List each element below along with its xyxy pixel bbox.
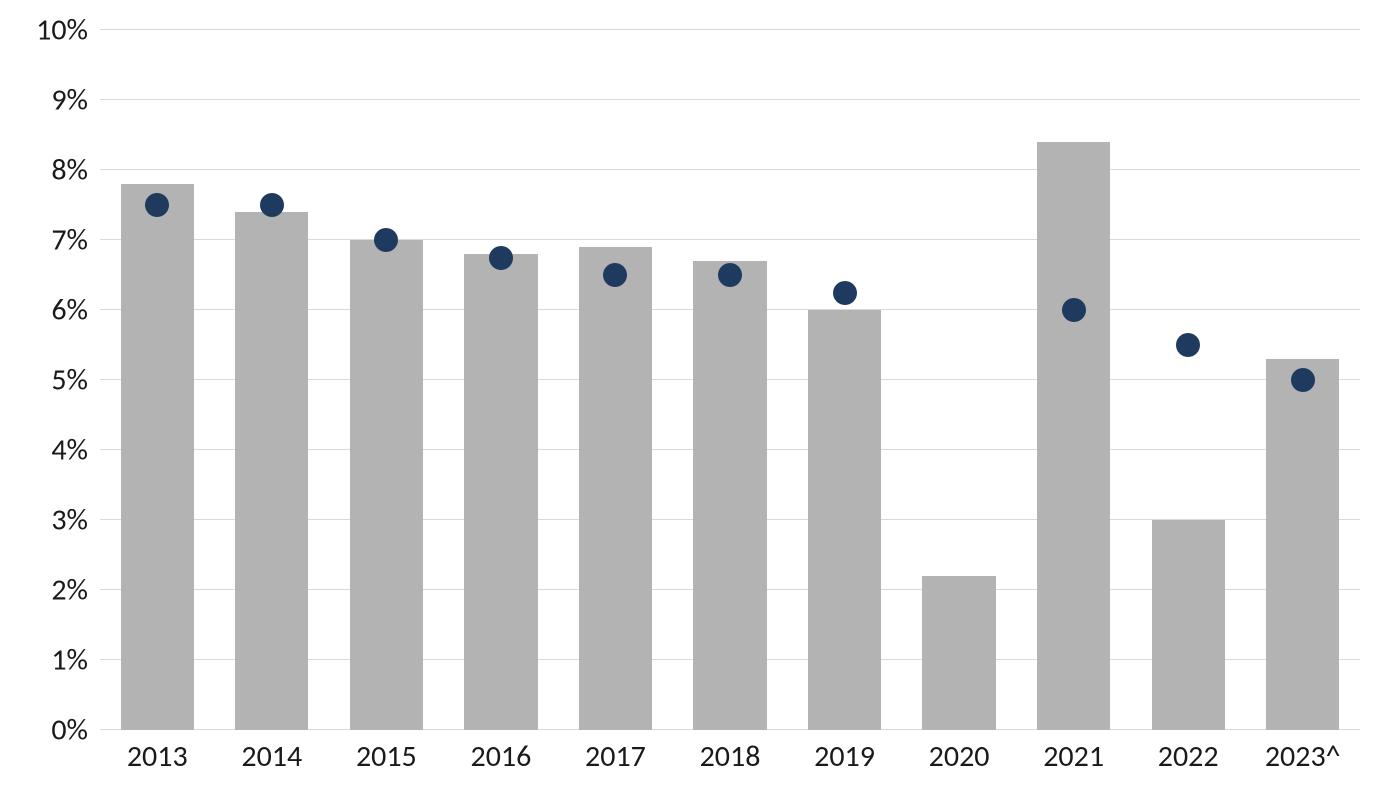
y-tick-label: 4% [0, 432, 88, 469]
plot-area [100, 30, 1360, 730]
marker-dot [1291, 368, 1315, 392]
gridline [100, 99, 1360, 100]
marker-dot [489, 246, 513, 270]
y-tick-label: 1% [0, 642, 88, 679]
gridline [100, 29, 1360, 30]
marker-dot [260, 193, 284, 217]
bar [579, 247, 652, 730]
bar [922, 576, 995, 730]
y-tick-label: 0% [0, 712, 88, 749]
x-tick-label: 2022 [1158, 738, 1219, 775]
bar [121, 184, 194, 730]
chart-container: 0% 1% 2% 3% 4% 5% 6% 7% 8% 9% 10% 2013 2014 2015 2016… [0, 0, 1380, 800]
marker-dot [374, 228, 398, 252]
bar [808, 310, 881, 730]
y-axis-labels: 0%1%2%3%4%5%6%7%8%9%10% [0, 30, 88, 730]
marker-dot [1062, 298, 1086, 322]
bar [235, 212, 308, 730]
x-tick-label: 2016 [470, 738, 531, 775]
y-tick-label: 6% [0, 292, 88, 329]
y-tick-label: 8% [0, 152, 88, 189]
marker-dot [1176, 333, 1200, 357]
y-tick-label: 3% [0, 502, 88, 539]
x-tick-label: 2023^ [1265, 738, 1341, 775]
marker-dot [603, 263, 627, 287]
bar [1152, 520, 1225, 730]
y-tick-label: 7% [0, 222, 88, 259]
x-tick-label: 2017 [585, 738, 646, 775]
bar [350, 240, 423, 730]
bar [1266, 359, 1339, 730]
y-tick-label: 2% [0, 572, 88, 609]
bar [464, 254, 537, 730]
y-tick-label: 10% [0, 12, 88, 49]
x-tick-label: 2019 [814, 738, 875, 775]
gridline [100, 169, 1360, 170]
bar [693, 261, 766, 730]
y-tick-label: 9% [0, 82, 88, 119]
x-tick-label: 2014 [241, 738, 302, 775]
x-tick-label: 2020 [929, 738, 990, 775]
marker-dot [833, 281, 857, 305]
bar [1037, 142, 1110, 730]
marker-dot [718, 263, 742, 287]
x-tick-label: 2013 [127, 738, 188, 775]
y-tick-label: 5% [0, 362, 88, 399]
x-tick-label: 2018 [700, 738, 761, 775]
marker-dot [145, 193, 169, 217]
x-axis-labels: 2013 2014 2015 2016 2017 2018 2019 2020 2021 2022… [100, 738, 1360, 798]
x-tick-label: 2021 [1043, 738, 1104, 775]
x-tick-label: 2015 [356, 738, 417, 775]
